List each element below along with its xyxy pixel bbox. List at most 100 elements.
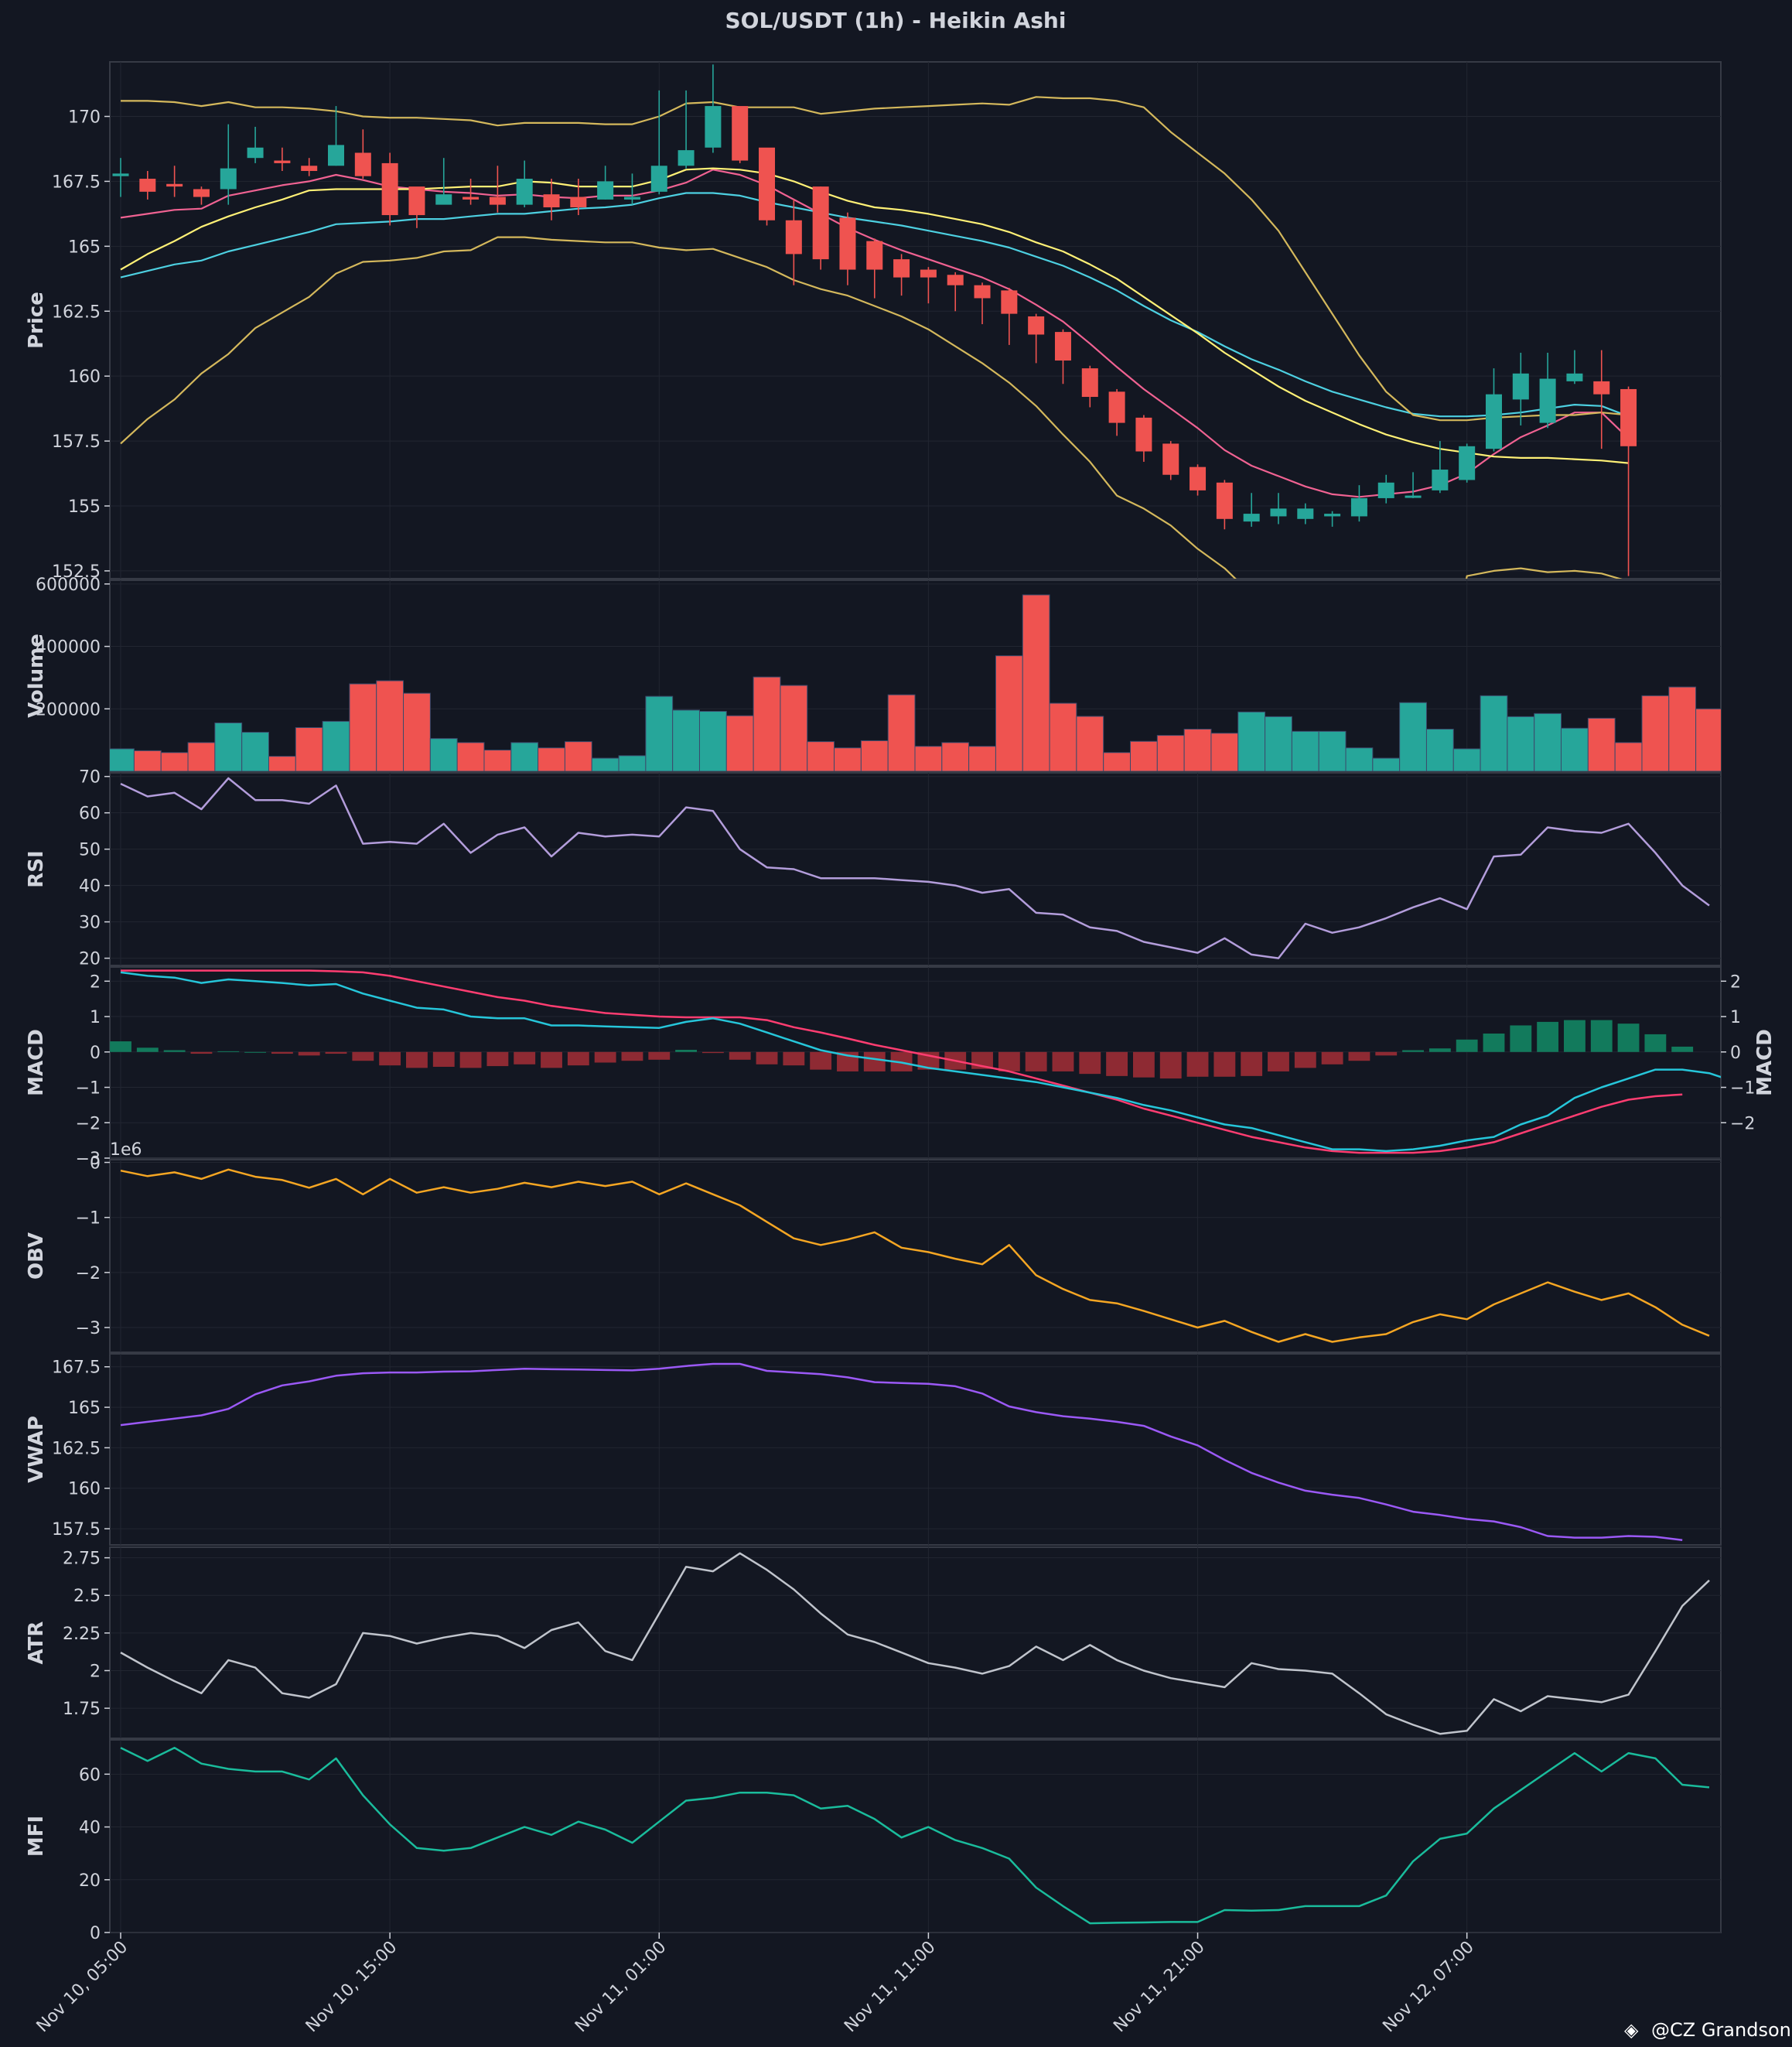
macd-histogram-bar: [352, 1051, 374, 1061]
candle-body: [354, 152, 371, 176]
volume-bar: [1695, 708, 1721, 771]
volume-bar: [1425, 729, 1454, 771]
panel-plot: [120, 1746, 1710, 1925]
y-tick-label: 20: [79, 950, 101, 969]
volume-bar: [160, 752, 189, 771]
volume-bar: [214, 722, 243, 771]
volume-bar: [1103, 752, 1132, 771]
candle-body: [974, 285, 991, 299]
volume-bar: [1022, 594, 1050, 771]
volume-bar: [456, 742, 485, 771]
macd-histogram-bar: [1617, 1024, 1640, 1052]
candle-body: [893, 259, 910, 278]
candle-body: [1566, 373, 1583, 381]
y-tick-label: 2: [90, 972, 101, 992]
candle-body: [1620, 388, 1637, 446]
candle-body: [570, 196, 587, 207]
macd-histogram-bar: [244, 1051, 266, 1053]
candle-body: [1405, 495, 1422, 498]
volume-bar: [110, 748, 135, 771]
volume-bar: [376, 680, 404, 771]
panels: 152.5155157.5160162.5165167.5170Price200…: [25, 61, 1777, 1943]
macd-histogram-bar: [1241, 1051, 1263, 1076]
volume-bar: [780, 685, 808, 771]
macd-histogram-bar: [1321, 1051, 1343, 1065]
candle-body: [785, 220, 802, 255]
candle-body: [112, 173, 129, 176]
macd-histogram-bar: [783, 1051, 805, 1066]
y-axis-label: Price: [25, 292, 48, 349]
macd-histogram-bar: [271, 1051, 293, 1054]
watermark: ◈ @CZ Grandson: [1624, 2019, 1791, 2041]
y-tick-label: 162.5: [52, 1439, 101, 1458]
panel-plot: [120, 1552, 1710, 1735]
y-tick-label: 50: [79, 841, 101, 860]
y-tick-label: 200000: [36, 700, 101, 719]
macd-histogram-bar: [998, 1051, 1020, 1071]
candle-body: [759, 147, 776, 220]
volume-bar: [510, 742, 539, 771]
candle-body: [1028, 316, 1045, 335]
candle-body: [732, 106, 749, 161]
y-tick-label: 162.5: [52, 302, 101, 322]
macd-histogram-bar: [1348, 1051, 1370, 1061]
candle-body: [435, 194, 452, 205]
volume-bar: [834, 747, 862, 771]
y-axis-label: VWAP: [25, 1416, 48, 1483]
macd-histogram-bar: [675, 1050, 698, 1052]
volume-bar: [295, 726, 323, 771]
y-tick-label: 1.75: [63, 1700, 101, 1719]
y-tick-label: 152.5: [52, 562, 101, 582]
y-tick-label: 30: [79, 914, 101, 933]
volume-bar: [133, 750, 162, 771]
candle-body: [247, 147, 264, 159]
macd-histogram-bar: [594, 1051, 616, 1063]
macd-histogram-bar: [1132, 1051, 1155, 1078]
volume-bar: [1561, 727, 1589, 771]
vwap-line: [120, 1362, 1683, 1541]
macd-histogram-bar: [190, 1051, 213, 1054]
price-overlay-line: [120, 236, 1623, 579]
macd-histogram-bar: [701, 1051, 724, 1054]
panel-frame: [109, 966, 1722, 1159]
macd-histogram-bar: [459, 1051, 482, 1068]
candle-body: [1001, 290, 1018, 314]
panel-macd: −3 −2 −1 0 1 2 MACD −2 −1 0 1 2 MACD: [25, 966, 1777, 1169]
macd-histogram-bar: [863, 1051, 886, 1071]
volume-bar: [753, 676, 781, 771]
panel-obv: −3 −2 −1 0 OBV 1e6: [25, 1140, 1722, 1353]
macd-signal-line: [121, 969, 1683, 1154]
y-tick-label: 157.5: [52, 1520, 101, 1540]
macd-histogram-bar: [1537, 1021, 1559, 1052]
candle-body: [812, 186, 829, 260]
macd-histogram-bar: [1052, 1051, 1074, 1071]
volume-bar: [1345, 747, 1374, 771]
macd-histogram-bar: [1106, 1051, 1128, 1076]
y-tick-label: 160: [68, 1480, 101, 1499]
y-tick-label: 160: [68, 367, 101, 387]
macd-histogram-bar: [1213, 1051, 1236, 1077]
panel-plot: [120, 1362, 1683, 1541]
volume-bar: [645, 695, 674, 771]
panel-price: 152.5 155 157.5 160 162.5 165 167.5 170 Price: [25, 61, 1722, 582]
candle-body: [1216, 482, 1233, 519]
macd-histogram-bar: [110, 1041, 131, 1052]
y-axis-label: OBV: [25, 1232, 48, 1280]
candle-body: [1135, 417, 1152, 452]
volume-bar: [1265, 716, 1292, 771]
macd-histogram-bar: [1159, 1051, 1182, 1079]
panel-plot: [120, 777, 1710, 959]
candle-body: [328, 145, 345, 166]
candle-body: [408, 186, 425, 216]
candle-body: [1162, 443, 1179, 475]
y-tick-label: 400000: [36, 638, 101, 658]
volume-bar: [591, 757, 620, 771]
volume-bar: [403, 692, 431, 771]
macd-histogram-bar: [1268, 1051, 1289, 1071]
candle-body: [463, 196, 480, 200]
candle-body: [1108, 391, 1125, 423]
volume-bar: [187, 742, 216, 771]
y-axis-label: MACD: [25, 1029, 48, 1096]
atr-line: [120, 1552, 1710, 1735]
volume-bar: [698, 711, 727, 771]
